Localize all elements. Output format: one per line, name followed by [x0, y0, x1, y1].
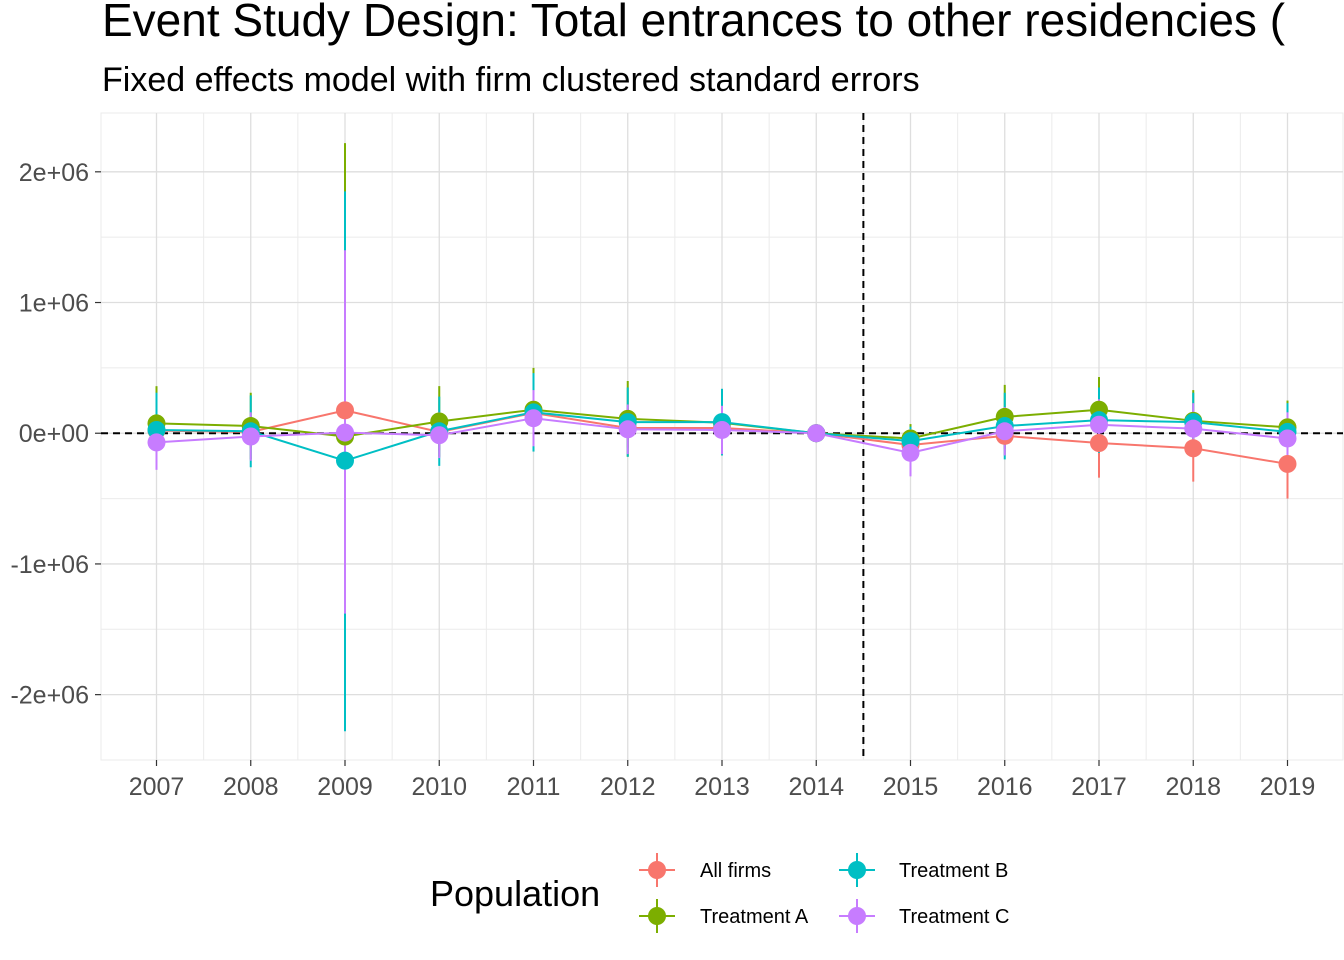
legend: Population All firms Treatment A Treatment… — [430, 853, 1009, 933]
legend-label: Treatment B — [899, 860, 1008, 882]
data-point — [1184, 419, 1203, 438]
data-point — [524, 409, 543, 428]
data-point — [1184, 439, 1203, 458]
data-point — [336, 451, 354, 470]
y-tick-label: 0e+00 — [19, 420, 89, 448]
legend-item: Treatment C — [839, 899, 1009, 933]
data-point — [807, 424, 826, 443]
legend-key-point — [648, 861, 666, 879]
x-tick-label: 2008 — [223, 773, 279, 801]
y-tick-label: -2e+06 — [10, 682, 89, 710]
legend-item: All firms — [639, 853, 771, 887]
data-point — [1278, 454, 1297, 473]
x-tick-label: 2018 — [1165, 773, 1221, 801]
data-point — [336, 423, 354, 442]
series-points — [147, 409, 1297, 462]
data-point — [995, 422, 1014, 441]
y-tick-label: 2e+06 — [19, 159, 89, 187]
legend-key-point — [648, 907, 666, 925]
plot-panel — [100, 112, 1344, 761]
x-tick-label: 2012 — [600, 773, 656, 801]
y-tick-label: 1e+06 — [19, 290, 89, 318]
x-tick-label: 2016 — [977, 773, 1033, 801]
data-point — [336, 401, 354, 420]
legend-key-point — [848, 861, 866, 879]
data-point — [241, 427, 260, 446]
x-tick-label: 2014 — [788, 773, 844, 801]
x-tick-label: 2010 — [411, 773, 467, 801]
legend-label: All firms — [700, 860, 771, 882]
data-point — [713, 420, 731, 439]
y-tick-label: -1e+06 — [10, 551, 89, 579]
y-axis: 2e+06 1e+06 0e+00 -1e+06 -2e+06 — [10, 159, 101, 710]
data-point — [430, 426, 449, 445]
legend-item: Treatment A — [639, 899, 809, 933]
x-tick-label: 2009 — [317, 773, 373, 801]
chart-title: Event Study Design: Total entrances to o… — [102, 0, 1286, 46]
x-tick-label: 2015 — [883, 773, 939, 801]
legend-key-point — [848, 907, 866, 925]
data-point — [1090, 434, 1108, 453]
data-point — [1090, 415, 1108, 434]
data-point — [1278, 429, 1297, 448]
data-point — [147, 420, 166, 439]
x-tick-label: 2019 — [1260, 773, 1316, 801]
x-tick-label: 2007 — [129, 773, 185, 801]
legend-item: Treatment B — [839, 853, 1008, 887]
chart-subtitle: Fixed effects model with firm clustered … — [102, 61, 920, 99]
x-tick-label: 2013 — [694, 773, 750, 801]
legend-label: Treatment A — [700, 906, 809, 928]
x-tick-label: 2017 — [1071, 773, 1127, 801]
data-point — [618, 420, 637, 439]
legend-title: Population — [430, 873, 600, 914]
x-axis: 2007 2008 2009 2010 2011 2012 2013 2014 2015 2016… — [129, 760, 1316, 801]
legend-label: Treatment C — [899, 906, 1009, 928]
series-layer — [147, 143, 1297, 732]
data-point — [901, 443, 920, 462]
x-tick-label: 2011 — [507, 773, 561, 801]
data-point — [147, 433, 166, 452]
